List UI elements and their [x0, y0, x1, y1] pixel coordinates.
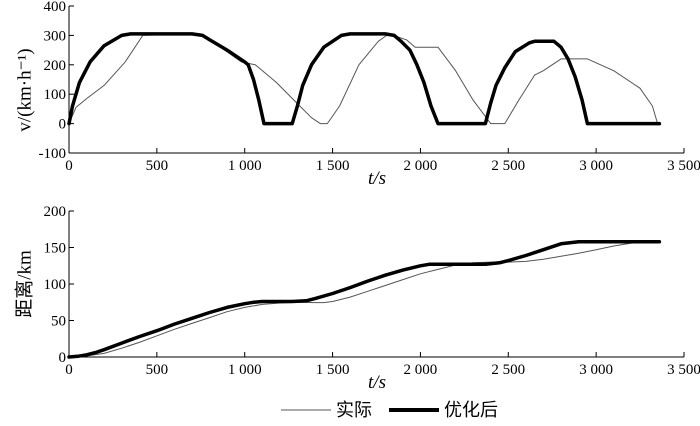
- speed-y-axis-label: v/(km·h⁻¹): [14, 48, 35, 131]
- distance-x-tick-label: 0: [65, 362, 73, 378]
- speed-x-tick-label: 1 500: [316, 158, 350, 174]
- speed-y-axis-ticks: -100 0 100 200 300 400: [39, 0, 74, 162]
- distance-x-axis-label: t/s: [368, 372, 386, 393]
- speed-y-tick-label: 400: [44, 0, 67, 15]
- speed-x-axis-label: t/s: [368, 168, 386, 189]
- distance-x-tick-label: 1 500: [316, 362, 350, 378]
- distance-y-tick-label: 100: [44, 277, 67, 293]
- speed-x-tick-label: 2 500: [491, 158, 525, 174]
- distance-y-tick-label: 150: [44, 241, 67, 257]
- speed-y-tick-label: 100: [44, 87, 67, 103]
- speed-x-axis-ticks: 0 500 1 000 1 500 2 000 2 500 3 000 3 500: [65, 148, 700, 174]
- distance-x-tick-label: 1 000: [228, 362, 262, 378]
- legend: 实际 优化后: [281, 400, 498, 420]
- distance-y-axis-label-text: 距离/km: [13, 250, 35, 318]
- speed-x-tick-label: 3 500: [667, 158, 700, 174]
- distance-x-tick-label: 2 500: [491, 362, 525, 378]
- speed-x-tick-label: 3 000: [579, 158, 613, 174]
- distance-y-tick-label: 50: [51, 314, 66, 330]
- distance-x-tick-label: 2 000: [404, 362, 438, 378]
- distance-y-axis-ticks: 0 50 100 150 200: [44, 204, 74, 366]
- speed-series-optimized-line: [67, 32, 662, 126]
- distance-series-optimized-line: [67, 239, 662, 359]
- speed-y-axis-label-text: v/(km·h⁻¹): [14, 48, 35, 131]
- distance-x-tick-label: 3 000: [579, 362, 613, 378]
- speed-x-tick-label: 1 000: [228, 158, 262, 174]
- speed-x-tick-label: 0: [65, 158, 73, 174]
- speed-x-tick-label: 500: [146, 158, 169, 174]
- distance-series-actual-line: [68, 241, 659, 358]
- speed-y-tick-label: 300: [44, 28, 67, 44]
- distance-x-tick-label: 500: [146, 362, 169, 378]
- speed-x-tick-label: 2 000: [404, 158, 438, 174]
- speed-y-tick-label: 0: [59, 117, 67, 133]
- speed-y-tick-label: -100: [39, 146, 67, 162]
- distance-y-tick-label: 0: [59, 350, 67, 366]
- distance-y-axis-label: 距离/km: [13, 250, 35, 318]
- distance-x-axis-ticks: 0 500 1 000 1 500 2 000 2 500 3 000 3 500: [65, 352, 700, 378]
- distance-plot-area: [67, 211, 684, 359]
- distance-x-tick-label: 3 500: [667, 362, 700, 378]
- legend-label-optimized: 优化后: [444, 400, 498, 420]
- speed-series-actual-line: [68, 33, 659, 125]
- speed-chart: 0 500 1 000 1 500 2 000 2 500 3 000 3 500 -1000…: [14, 0, 700, 189]
- distance-chart: 0 500 1 000 1 500 2 000 2 500 3 000 3 500 0 50 10…: [13, 204, 700, 393]
- speed-y-tick-label: 200: [44, 58, 67, 74]
- legend-label-actual: 实际: [336, 400, 372, 420]
- distance-y-tick-label: 200: [44, 204, 67, 220]
- speed-plot-area: [67, 6, 684, 154]
